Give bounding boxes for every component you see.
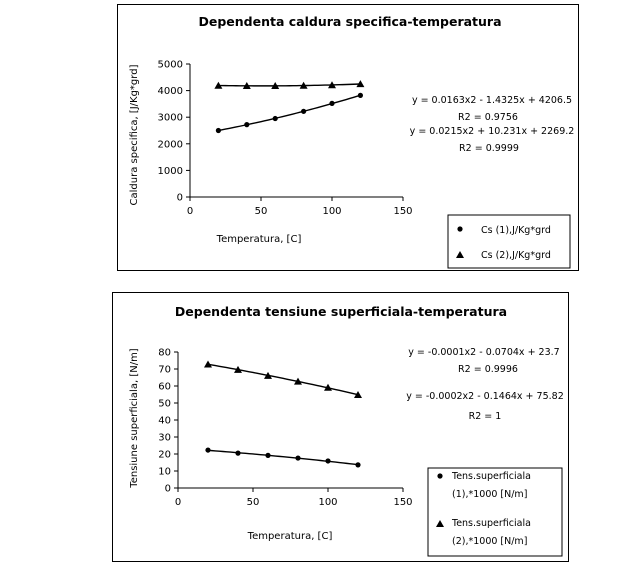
data-point-series-1 xyxy=(235,450,241,456)
y-axis-label: Caldura specifica, [J/Kg*grd] xyxy=(129,64,140,205)
y-tick-label: 50 xyxy=(158,399,171,410)
x-tick-label: 50 xyxy=(255,206,268,217)
legend-label-2b: (2),*1000 [N/m] xyxy=(452,536,527,547)
trendline-equation-1: y = 0.0163x2 - 1.4325x + 4206.5 xyxy=(412,95,572,106)
data-point-series-2 xyxy=(214,81,223,89)
y-tick-label: 70 xyxy=(158,365,171,376)
data-point-series-1 xyxy=(329,100,335,106)
y-tick-label: 3000 xyxy=(158,113,183,124)
data-point-series-2 xyxy=(354,391,362,399)
data-point-series-2 xyxy=(271,82,280,90)
trendline-r2-2: R2 = 0.9999 xyxy=(459,143,519,154)
trendline-r2-1: R2 = 0.9756 xyxy=(458,112,518,123)
trendline-r2-1: R2 = 0.9996 xyxy=(458,364,518,375)
data-point-series-2 xyxy=(264,371,272,379)
legend-marker-triangle xyxy=(436,520,444,527)
data-point-series-2 xyxy=(328,81,336,89)
chart-specific-heat-svg: Dependenta caldura specifica-temperatura… xyxy=(129,14,575,269)
data-points xyxy=(204,360,362,468)
trendline-equation-2: y = 0.0215x2 + 10.231x + 2269.2 xyxy=(410,126,575,137)
legend-marker-triangle xyxy=(456,251,464,258)
data-point-series-1 xyxy=(295,455,301,461)
legend-box xyxy=(447,214,571,269)
legend-box xyxy=(427,467,563,557)
trendlines xyxy=(218,83,361,132)
legend-label-1b: (1),*1000 [N/m] xyxy=(452,489,527,500)
trendline-series-1 xyxy=(207,449,359,466)
data-point-series-2 xyxy=(242,82,251,90)
trendline-series-2 xyxy=(207,363,359,396)
data-point-series-1 xyxy=(215,127,221,134)
chart-title: Dependenta caldura specifica-temperatura xyxy=(198,14,501,29)
data-point-series-2 xyxy=(356,80,365,88)
y-tick-label: 10 xyxy=(158,467,171,478)
trendline-series-2 xyxy=(218,83,361,87)
data-point-series-2 xyxy=(294,377,302,385)
legend-label-2: Cs (2),J/Kg*grd xyxy=(481,250,551,261)
y-tick-label: 4000 xyxy=(158,86,183,97)
data-point-series-2 xyxy=(324,383,332,391)
trendlines xyxy=(207,363,359,466)
data-point-series-1 xyxy=(325,458,331,464)
data-point-series-2 xyxy=(299,81,308,89)
chart-title: Dependenta tensiune superficiala-tempera… xyxy=(175,304,507,319)
y-tick-label: 30 xyxy=(158,433,171,444)
x-tick-label: 50 xyxy=(247,497,260,508)
y-tick-label: 0 xyxy=(165,484,171,495)
data-point-series-1 xyxy=(301,108,307,114)
legend-marker-circle xyxy=(437,473,443,479)
tick-labels: 0 10 20 30 40 50 60 70 80 0 50 100 150 xyxy=(158,348,412,509)
x-tick-label: 0 xyxy=(187,206,193,217)
y-tick-label: 40 xyxy=(158,416,171,427)
x-axis-label: Temperatura, [C] xyxy=(216,234,302,245)
y-tick-label: 1000 xyxy=(158,166,183,177)
y-tick-label: 2000 xyxy=(158,139,183,150)
x-axis-label: Temperatura, [C] xyxy=(247,531,333,542)
legend-label-1a: Tens.superficiala xyxy=(451,471,531,482)
y-tick-label: 5000 xyxy=(158,60,183,71)
y-tick-label: 60 xyxy=(158,382,171,393)
legend-label-1: Cs (1),J/Kg*grd xyxy=(481,225,551,236)
x-tick-label: 0 xyxy=(175,497,181,508)
trendline-series-1 xyxy=(218,94,361,132)
legend-label-2a: Tens.superficiala xyxy=(451,518,531,529)
data-point-series-1 xyxy=(265,452,271,458)
axes xyxy=(186,63,404,201)
trendline-r2-2: R2 = 1 xyxy=(469,411,502,422)
legend-marker-circle xyxy=(457,226,463,232)
y-axis-label: Tensiune superficiala, [N/m] xyxy=(129,348,140,489)
chart-specific-heat: Dependenta caldura specifica-temperatura… xyxy=(117,4,579,271)
data-point-series-1 xyxy=(205,447,211,453)
x-tick-label: 100 xyxy=(322,206,341,217)
data-point-series-2 xyxy=(204,360,212,368)
data-point-series-2 xyxy=(234,365,242,373)
x-tick-label: 150 xyxy=(393,206,412,217)
data-point-series-1 xyxy=(357,92,363,98)
chart-surface-tension-svg: Dependenta tensiune superficiala-tempera… xyxy=(129,304,564,557)
y-tick-label: 20 xyxy=(158,450,171,461)
y-tick-label: 0 xyxy=(177,193,183,204)
data-point-series-1 xyxy=(272,115,278,122)
data-point-series-1 xyxy=(244,122,250,128)
x-tick-label: 150 xyxy=(393,497,412,508)
trendline-equation-2: y = -0.0002x2 - 0.1464x + 75.82 xyxy=(406,391,563,402)
tick-labels: 0 1000 2000 3000 4000 5000 0 50 100 150 xyxy=(158,60,413,218)
axes xyxy=(174,351,404,492)
chart-surface-tension: Dependenta tensiune superficiala-tempera… xyxy=(112,292,569,562)
data-points xyxy=(214,80,365,134)
y-tick-label: 80 xyxy=(158,348,171,359)
trendline-equation-1: y = -0.0001x2 - 0.0704x + 23.7 xyxy=(408,347,559,358)
data-point-series-1 xyxy=(355,462,361,468)
x-tick-label: 100 xyxy=(318,497,337,508)
